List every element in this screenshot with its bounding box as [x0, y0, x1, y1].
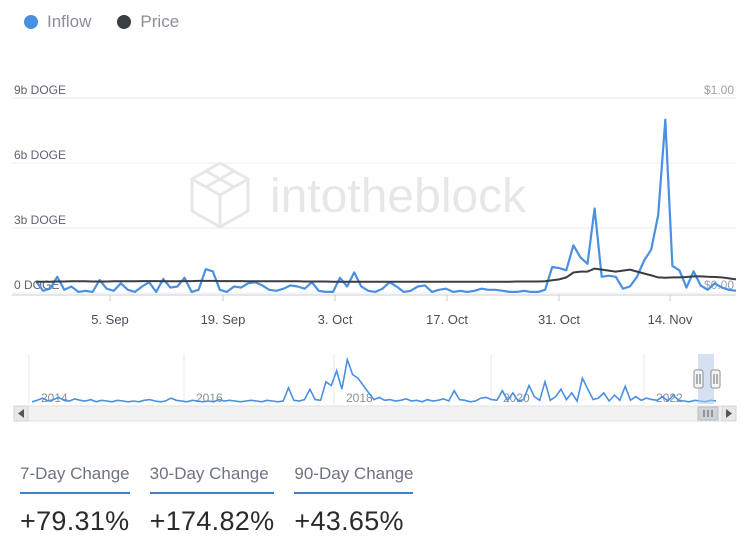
ninety-day-change-label[interactable]: 90-Day Change	[294, 464, 414, 494]
seven-day-change-value: +79.31%	[20, 506, 130, 536]
series-line-inflow	[35, 118, 737, 293]
change-stats: 7-Day Change +79.31% 30-Day Change +174.…	[20, 464, 414, 537]
inflow-legend-dot	[24, 15, 38, 29]
x-tick-label: 17. Oct	[426, 312, 468, 327]
navigator-scrollbar-track	[13, 405, 737, 422]
ninety-day-change-value: +43.65%	[294, 506, 404, 536]
y-left-tick-label: 9b DOGE	[14, 83, 66, 97]
y-left-tick-label: 3b DOGE	[14, 213, 66, 227]
thirty-day-change: 30-Day Change +174.82%	[149, 464, 275, 537]
y-axis-right: $0.00$1.00	[704, 83, 734, 292]
navigator-year-label: 2016	[196, 391, 223, 405]
navigator-year-label: 2018	[346, 391, 373, 405]
series-line-price	[36, 267, 737, 283]
chart-legend: Inflow Price	[24, 12, 179, 32]
navigator-overview-line	[31, 356, 717, 403]
seven-day-change-label[interactable]: 7-Day Change	[20, 464, 130, 494]
intotheblock-logo-icon	[190, 161, 250, 229]
scroll-left-arrow-icon	[18, 409, 24, 418]
chart-grid	[12, 97, 736, 294]
x-axis: 5. Sep 19. Sep 3. Oct 17. Oct 31. Oct 14. Nov	[12, 294, 736, 327]
legend-item-inflow[interactable]: Inflow	[24, 12, 91, 32]
navigator-selection	[698, 354, 714, 404]
chart-series	[35, 118, 737, 293]
range-navigator[interactable]: 2014 2016 2018 2020 2022	[13, 354, 737, 422]
legend-item-price[interactable]: Price	[117, 12, 179, 32]
navigator-year-label: 2022	[656, 391, 683, 405]
navigator-handle	[693, 369, 704, 389]
watermark-text: intotheblock	[270, 170, 527, 223]
x-tick-label: 3. Oct	[318, 312, 353, 327]
price-legend-dot	[117, 15, 132, 29]
scroll-right-arrow-icon	[726, 409, 732, 418]
x-tick-label: 14. Nov	[648, 312, 693, 327]
seven-day-change: 7-Day Change +79.31%	[20, 464, 130, 537]
ninety-day-change: 90-Day Change +43.65%	[294, 464, 414, 537]
navigator-year-label: 2014	[41, 391, 68, 405]
navigator-area	[14, 354, 736, 404]
thirty-day-change-label[interactable]: 30-Day Change	[149, 464, 275, 494]
legend-label-price: Price	[140, 12, 180, 31]
x-tick-label: 31. Oct	[538, 312, 580, 327]
y-left-tick-label: 6b DOGE	[14, 148, 66, 162]
y-right-tick-label: $1.00	[704, 83, 734, 97]
thirty-day-change-value: +174.82%	[149, 506, 275, 536]
intotheblock-watermark: intotheblock	[190, 161, 527, 229]
x-tick-label: 19. Sep	[201, 312, 246, 327]
legend-label-inflow: Inflow	[47, 12, 92, 31]
navigator-handle	[710, 369, 721, 389]
x-tick-label: 5. Sep	[91, 312, 129, 327]
